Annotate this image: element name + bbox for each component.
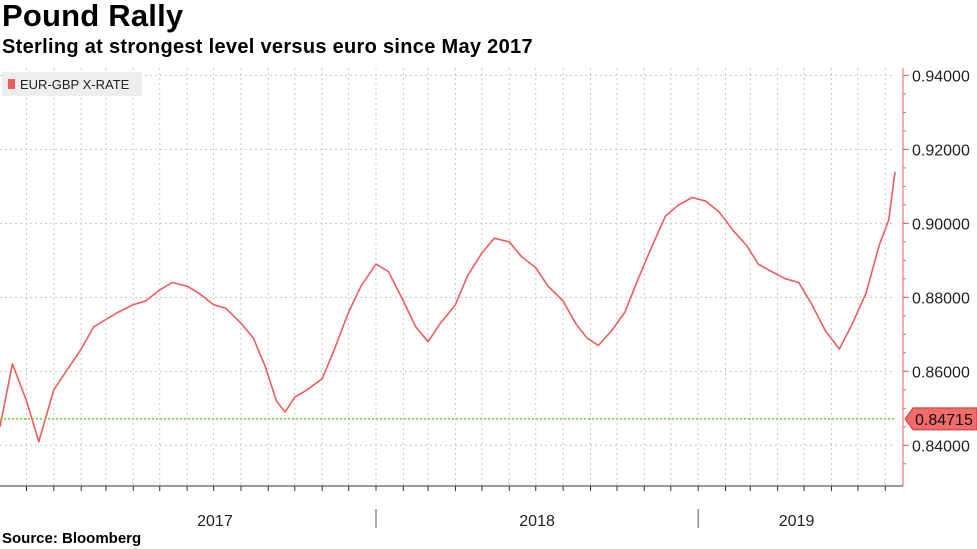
- source-note: Source: Bloomberg: [2, 530, 142, 547]
- legend-swatch: [8, 79, 15, 89]
- last-value-flag: [904, 407, 977, 431]
- y-tick-label: 0.86000: [912, 364, 970, 381]
- y-axis: 0.94000 0.92000 0.90000 0.88000 0.86000 0.840…: [902, 68, 970, 486]
- grid-lines: [0, 68, 895, 486]
- chart-subtitle: Sterling at strongest level versus euro …: [2, 36, 533, 58]
- legend-label: EUR-GBP X-RATE: [20, 77, 130, 92]
- x-tick-label: 2018: [519, 513, 555, 530]
- y-tick-label: 0.90000: [912, 216, 970, 233]
- y-tick-label: 0.92000: [912, 142, 970, 159]
- series-eur-gbp: [0, 171, 896, 443]
- x-axis: 2017 2018 2019: [0, 485, 903, 530]
- last-value-label: 0.84715: [915, 412, 973, 429]
- chart-title: Pound Rally: [2, 0, 184, 33]
- legend-box: [2, 72, 142, 96]
- x-tick-label: 2017: [197, 513, 233, 530]
- last-value-marker: 0.84715: [904, 407, 977, 431]
- x-tick-label: 2019: [779, 513, 815, 530]
- y-tick-label: 0.88000: [912, 290, 970, 307]
- y-tick-label: 0.84000: [912, 438, 970, 455]
- y-tick-label: 0.94000: [912, 68, 970, 85]
- legend: EUR-GBP X-RATE: [2, 72, 142, 96]
- series-line: [0, 171, 896, 443]
